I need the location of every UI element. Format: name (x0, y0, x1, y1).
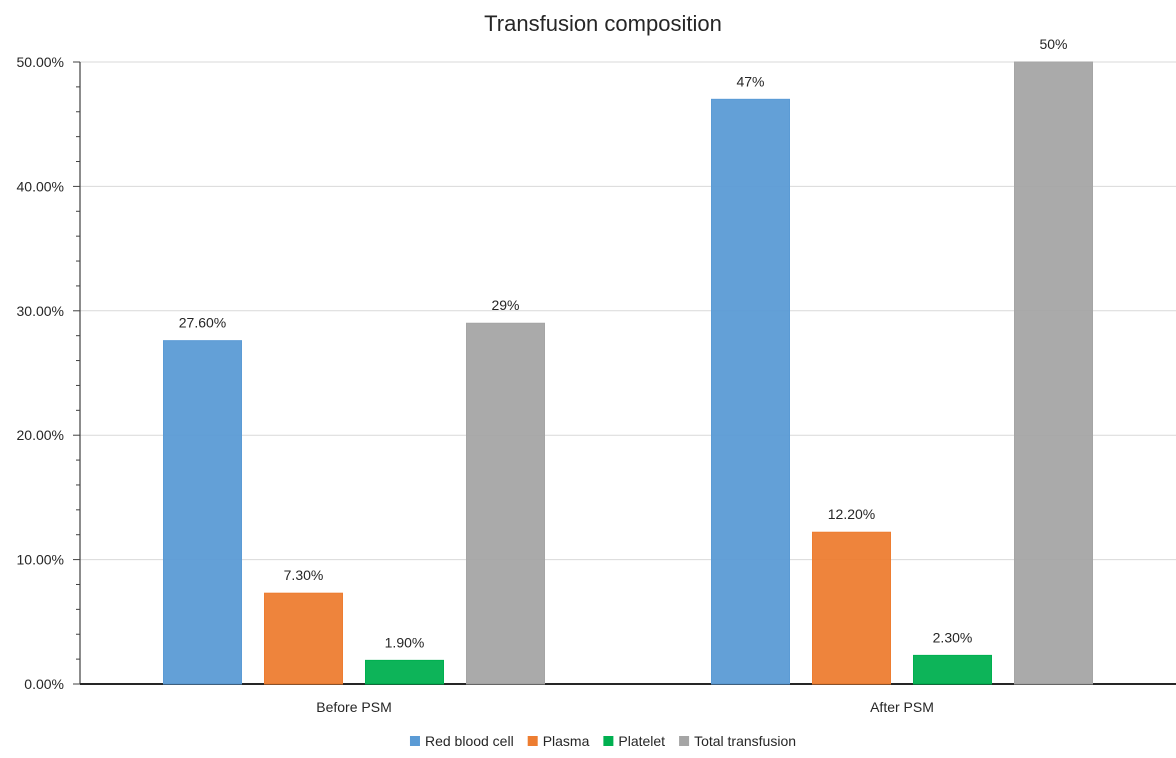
bar-plasma-after-psm (812, 531, 891, 685)
bar-plasma-before-psm (264, 592, 343, 685)
bar-total-transfusion-before-psm (466, 322, 545, 685)
chart-title: Transfusion composition (484, 11, 722, 36)
bar-red-blood-cell-after-psm (711, 98, 790, 685)
x-category-label: After PSM (870, 699, 934, 715)
bar-total-transfusion-after-psm (1014, 61, 1093, 685)
bars (163, 61, 1093, 685)
legend-swatch-plasma (527, 736, 538, 746)
y-tick-label: 10.00% (17, 552, 64, 568)
axes: 0.00% 10.00% 20.00% 30.00% 40.00% 50.00% Befor… (17, 54, 1176, 715)
bar-platelet-after-psm (913, 654, 992, 685)
data-label-plasma-after-psm: 12.20% (828, 506, 875, 522)
legend-label-red-blood-cell: Red blood cell (425, 733, 514, 749)
data-labels: 27.60% 7.30% 1.90% 29% 47% 12.20% 2.30% 50% (179, 36, 1068, 650)
data-label-total-transfusion-before-psm: 29% (491, 297, 519, 313)
legend-label-total-transfusion: Total transfusion (694, 733, 796, 749)
y-tick-label: 50.00% (17, 54, 64, 70)
y-tick-label: 40.00% (17, 178, 64, 194)
data-label-red-blood-cell-after-psm: 47% (736, 73, 764, 89)
data-label-total-transfusion-after-psm: 50% (1039, 36, 1067, 52)
gridlines (80, 61, 1176, 561)
legend-swatch-platelet (603, 736, 614, 746)
x-category-label: Before PSM (316, 699, 391, 715)
bar-platelet-before-psm (365, 659, 444, 685)
legend-swatch-total-transfusion (679, 736, 690, 746)
legend-label-plasma: Plasma (543, 733, 590, 749)
y-tick-label: 30.00% (17, 303, 64, 319)
legend-swatch-red-blood-cell (409, 736, 420, 746)
legend-label-platelet: Platelet (618, 733, 665, 749)
legend: Red blood cell Plasma Platelet Total transf… (409, 733, 796, 749)
data-label-platelet-before-psm: 1.90% (385, 634, 425, 650)
data-label-platelet-after-psm: 2.30% (933, 629, 973, 645)
y-tick-label: 0.00% (24, 676, 64, 692)
data-label-red-blood-cell-before-psm: 27.60% (179, 315, 226, 331)
data-label-plasma-before-psm: 7.30% (284, 567, 324, 583)
y-tick-label: 20.00% (17, 427, 64, 443)
bar-red-blood-cell-before-psm (163, 340, 242, 685)
